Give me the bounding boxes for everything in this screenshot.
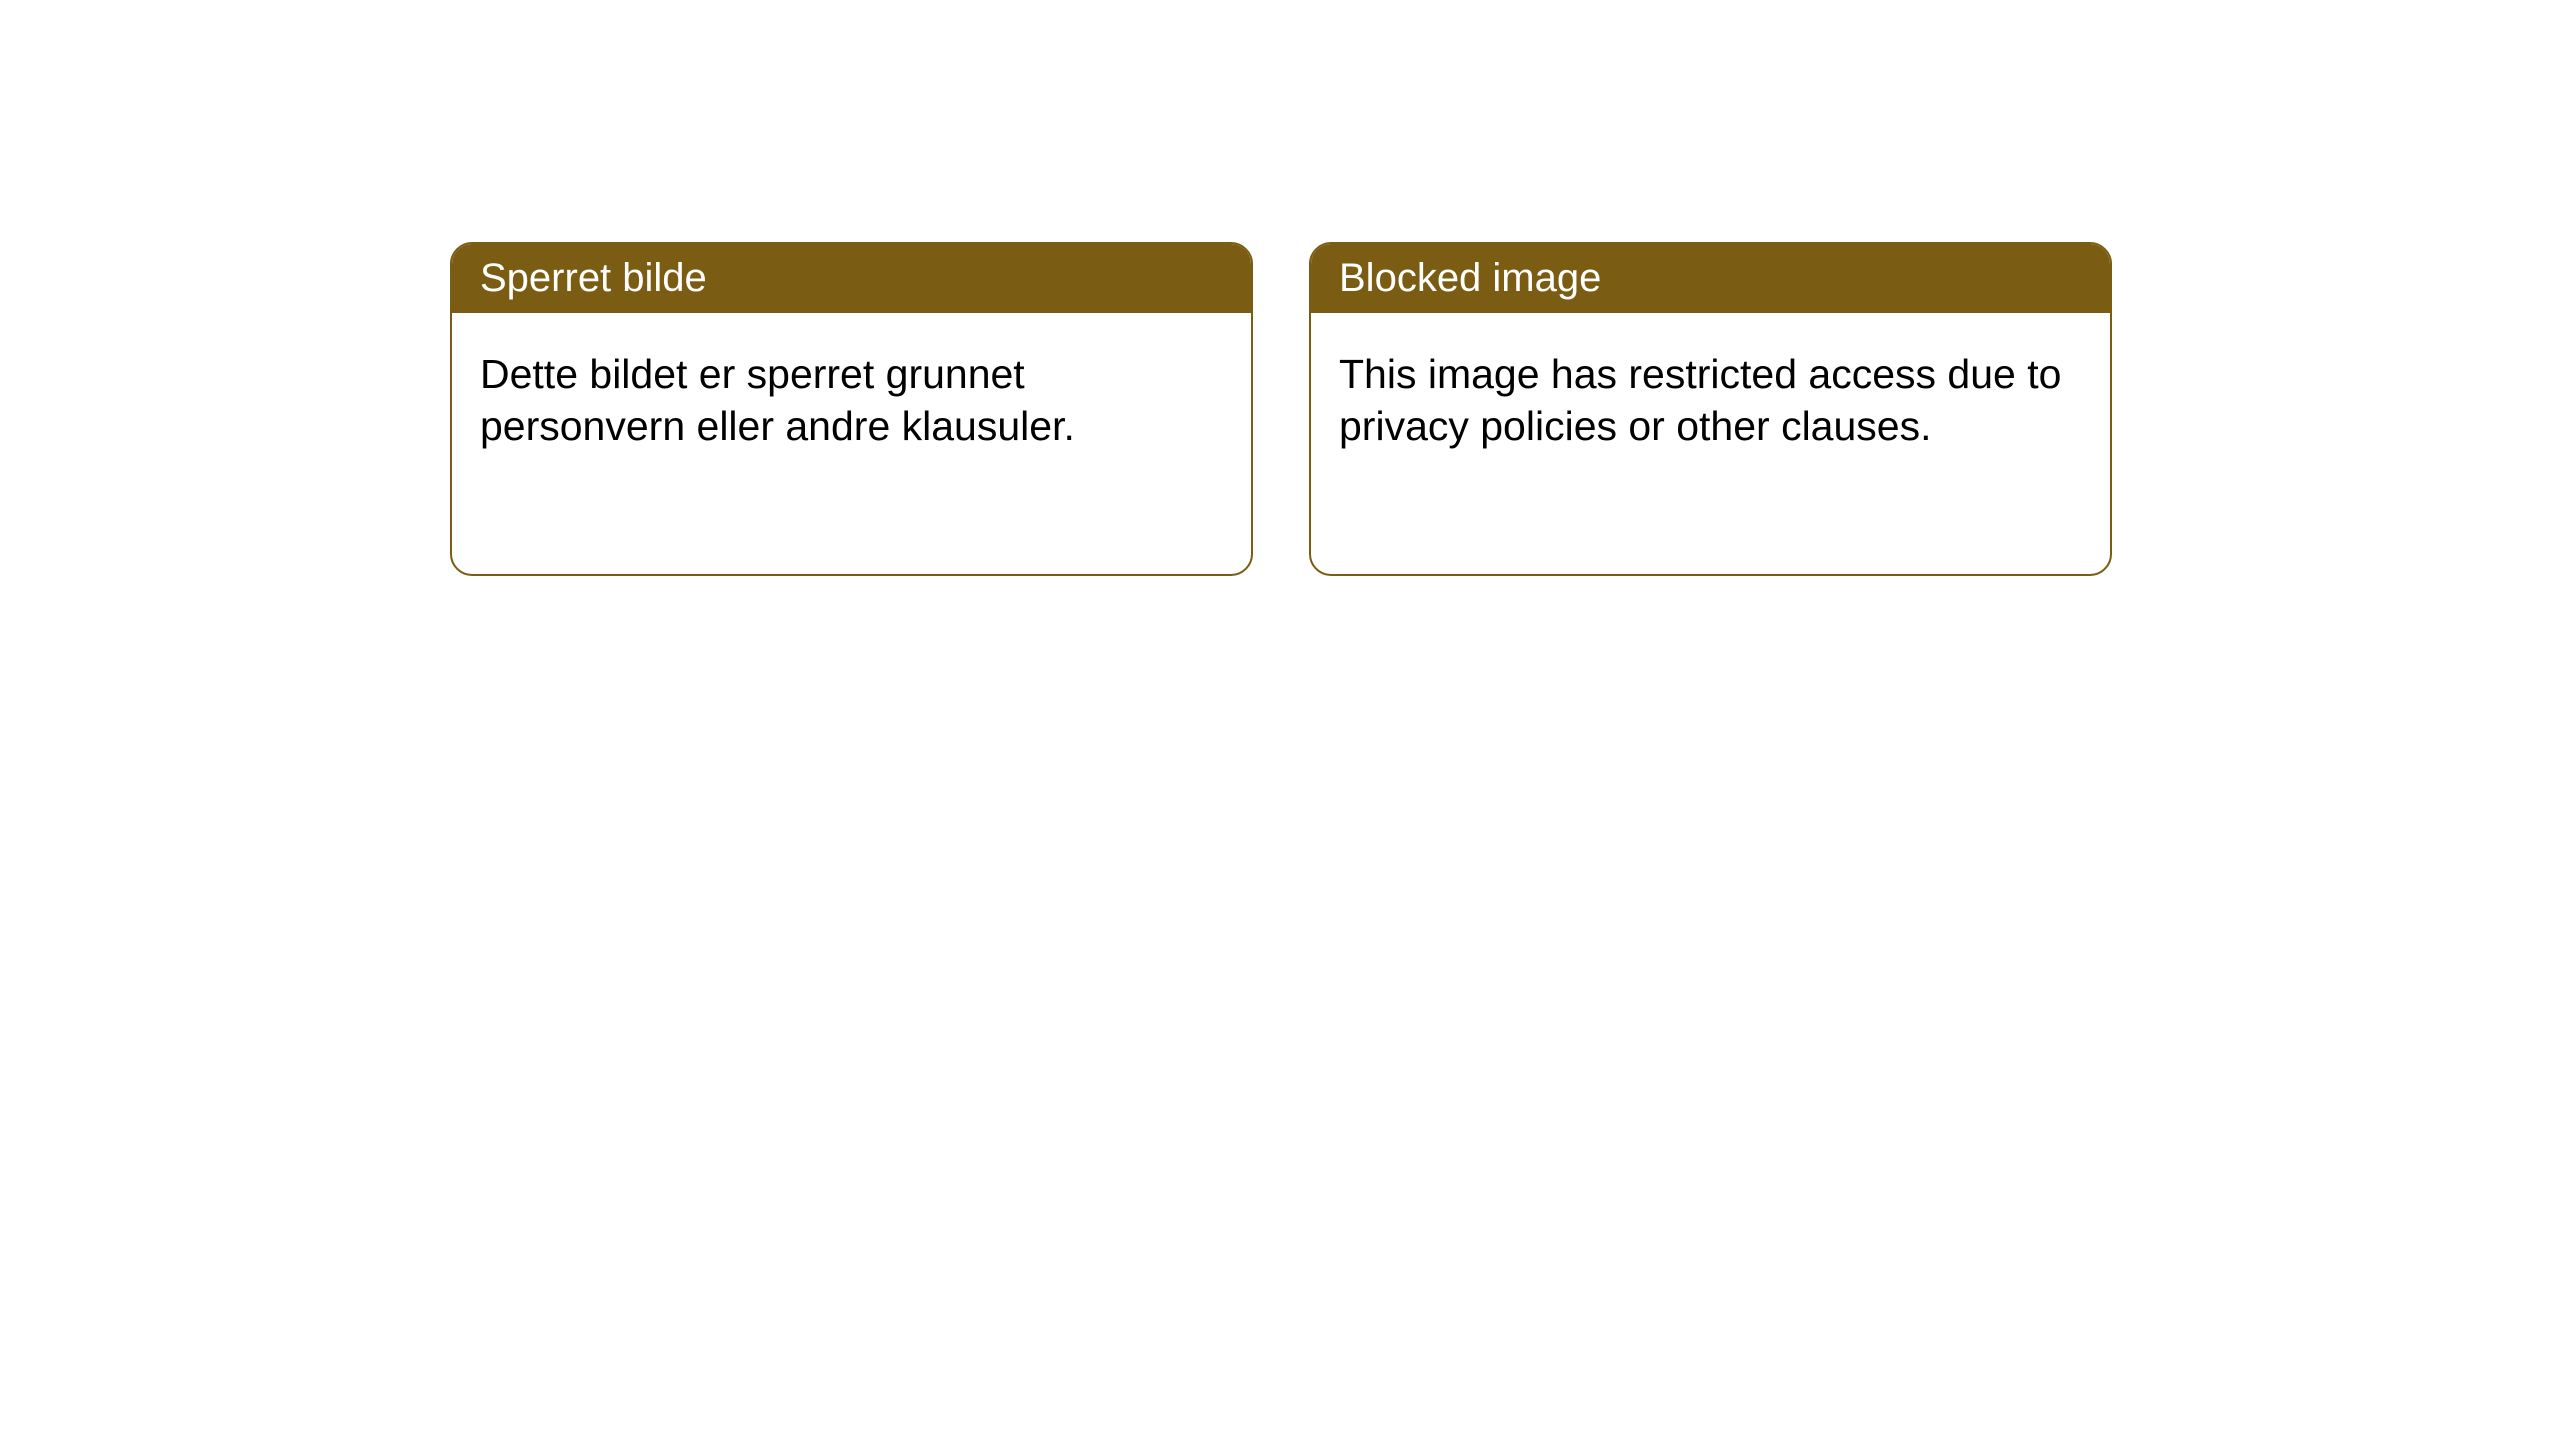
notice-container: Sperret bilde Dette bildet er sperret gr… bbox=[450, 242, 2112, 576]
notice-card-norwegian: Sperret bilde Dette bildet er sperret gr… bbox=[450, 242, 1253, 576]
notice-card-title: Blocked image bbox=[1311, 244, 2110, 313]
notice-card-title: Sperret bilde bbox=[452, 244, 1251, 313]
notice-card-english: Blocked image This image has restricted … bbox=[1309, 242, 2112, 576]
notice-card-body: Dette bildet er sperret grunnet personve… bbox=[452, 313, 1251, 488]
notice-card-body: This image has restricted access due to … bbox=[1311, 313, 2110, 488]
